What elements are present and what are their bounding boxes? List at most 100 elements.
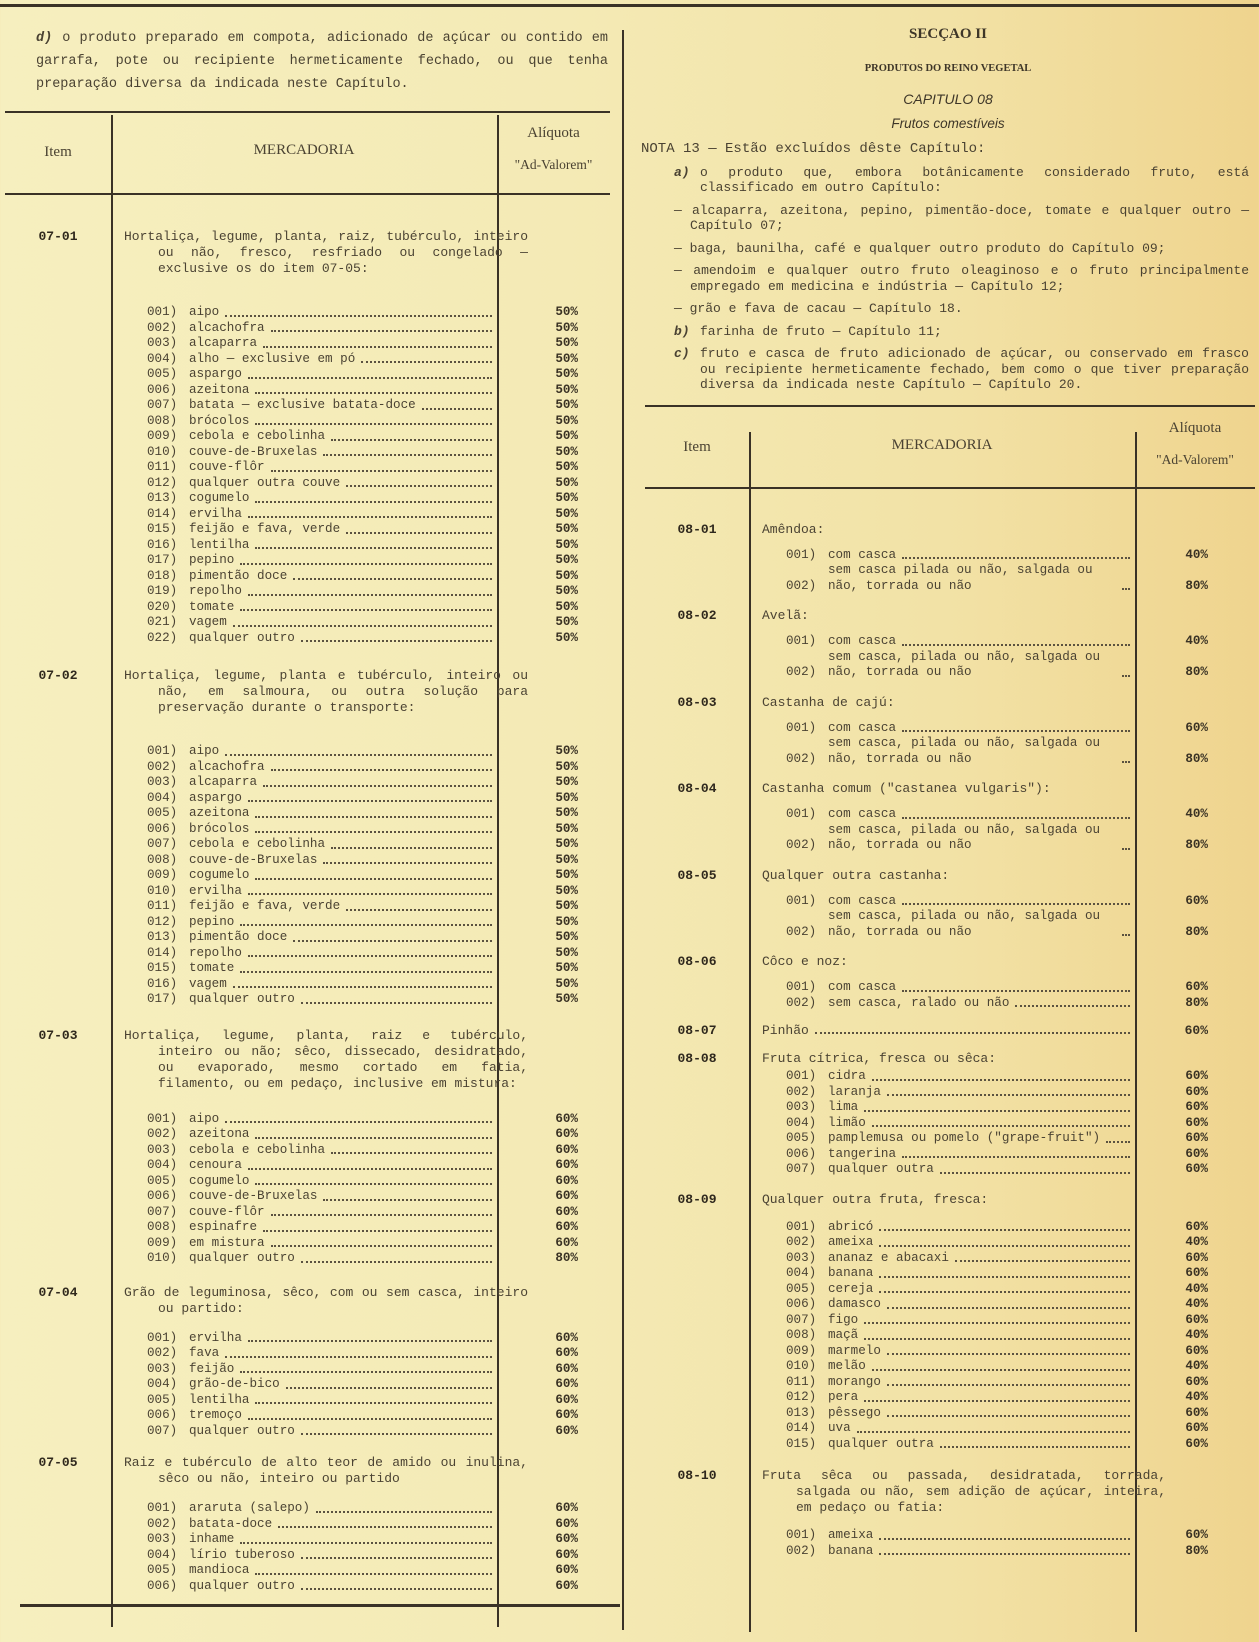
item-label: 002) fava [147,1346,494,1362]
rate-value: 60% [555,1361,578,1376]
right-header-ad-valorem: "Ad-Valorem" [1156,451,1234,467]
chapter-heading: CAPITULO 08 [903,91,993,107]
table-row: 002) alcachofra 50% [147,321,614,337]
rate-value: 60% [1185,1084,1208,1099]
sub-item-code: 019) [147,584,178,598]
nota-a-marker: a) [674,164,690,180]
sub-item-name: com casca [828,547,897,562]
tariff-group: 07-01 Hortaliça, legume, planta, raiz, tu… [5,229,610,646]
item-label: 006) tangerina [786,1147,1132,1163]
item-label: 001) aipo [147,1112,494,1128]
sub-item-code: 006) [147,1189,178,1203]
dot-leader [270,469,492,472]
sub-item-name: alcaparra [189,336,258,350]
table-row: 009) em mistura 60% [147,1236,614,1252]
sub-item-code: 013) [147,930,178,944]
group-body: Grão de leguminosa, sêco, com ou sem cas… [111,1285,614,1440]
group-description: Hortaliça, legume, planta e tubérculo, i… [124,668,528,715]
rate-value: 50% [555,806,578,820]
sub-item-name: com casca [828,980,897,994]
rate-value: 40% [1185,1359,1208,1373]
sub-item-code: 002) [786,751,817,766]
tariff-group: 08-05 Qualquer outra castanha: 001) com cas… [645,868,1255,941]
dot-leader [315,1510,492,1513]
right-rate-divider [1135,432,1137,1632]
dot-leader [1122,934,1130,936]
table-row: 013) pimentão doce 50% [147,930,614,946]
table-row: 003) alcaparra 50% [147,775,614,791]
rate-value: 40% [1185,634,1208,648]
rate-value: 60% [555,1501,578,1515]
sub-item-list: 001) com casca 60% 002) sem casca, ralado ou… [786,980,1259,1011]
item-label: 005) cereja [786,1282,1132,1298]
group-description: Hortaliça, legume, planta, raiz, tubércu… [124,229,528,276]
table-row: 001) com casca 40% [786,548,1259,564]
table-row: 002) azeitona 60% [147,1127,614,1143]
sub-item-name: cebola e cebolinha [189,429,326,443]
dot-leader [255,392,492,394]
item-label: 007) cebola e cebolinha [147,837,494,853]
rate-value: 50% [555,351,578,366]
table-row: 002) laranja 60% [786,1085,1259,1101]
rate-value: 50% [555,367,578,381]
item-code: 08-08 [677,1051,717,1066]
sub-item-code: 008) [147,852,178,867]
dot-leader [879,1553,1130,1555]
group-body: Fruta sêca ou passada, desidratada, torr… [749,1468,1259,1559]
rate-value: 60% [555,1127,578,1141]
item-label: 014) repolho [147,946,494,962]
tariff-group: 07-04 Grão de leguminosa, sêco, com ou se… [5,1285,610,1440]
sub-item-code: 007) [147,1204,178,1219]
note-text: o produto preparado em compota, adiciona… [36,31,608,92]
sub-item-list: 001) aipo 60% 002) azeitona 60% 003) cebola e c… [147,1112,614,1267]
sub-item-code: 001) [147,1111,178,1126]
dot-leader [255,877,492,880]
table-row: 015) feijão e fava, verde 50% [147,522,614,538]
sub-item-code: 001) [786,720,817,735]
item-label: 002) alcachofra [147,321,494,337]
rate-value: 80% [1185,1543,1208,1558]
table-row: 007) figo 60% [786,1313,1259,1329]
table-row: 009) cogumelo 50% [147,868,614,884]
sub-item-code: 021) [147,615,178,629]
dot-leader [871,1125,1130,1127]
rate-value: 50% [555,868,578,882]
dot-leader [255,831,492,833]
sub-item-name: cebola e cebolinha [189,837,326,851]
item-label: 002) alcachofra [147,760,494,776]
nota-b: b) farinha de fruto — Capítulo 11; [674,324,1249,340]
rate-value: 60% [1184,1023,1208,1038]
rate-value: 50% [555,537,578,552]
table-row: 004) alho — exclusive em pó 50% [147,352,614,368]
group-body: Pinhão 60% [749,1023,1259,1038]
chapter-title: Frutos comestíveis [891,116,1005,131]
tariff-group: 08-06 Côco e noz: 001) com casca 60% 002) sem … [645,954,1255,1011]
group-body: Qualquer outra fruta, fresca: 001) abricó 6… [749,1192,1259,1453]
sub-item-code: 004) [147,1377,178,1391]
dot-leader [255,547,492,549]
rate-value: 50% [555,444,578,459]
group-description: Castanha comum ("castanea vulgaris"): [762,781,1051,796]
tariff-group: 08-02 Avelã: 001) com casca 40% 002) sem casca… [645,608,1255,681]
sub-item-code: 002) [147,1516,178,1531]
sub-item-code: 007) [147,398,178,412]
sub-item-name: ameixa [828,1235,874,1249]
rate-value: 50% [555,584,578,598]
group-body: Amêndoa: 001) com casca 40% 002) sem casca pi… [749,522,1259,595]
dot-leader [331,1152,492,1154]
dot-leader [886,1384,1130,1386]
sub-item-code: 003) [147,1532,178,1546]
rate-value: 50% [555,429,578,443]
dot-leader [240,924,492,926]
sub-item-name: pepino [189,914,235,929]
table-row: 002) batata-doce 60% [147,1517,614,1533]
sub-item-name: tomate [189,961,235,975]
dot-leader [240,970,492,973]
sub-item-name: alcachofra [189,320,265,335]
item-label: 017) pepino [147,553,494,569]
table-row: 016) vagem 50% [147,977,614,993]
dot-leader [346,908,492,911]
table-row: 004) aspargo 50% [147,791,614,807]
sub-item-code: 005) [147,1392,178,1407]
item-label: 018) pimentão doce [147,569,494,585]
